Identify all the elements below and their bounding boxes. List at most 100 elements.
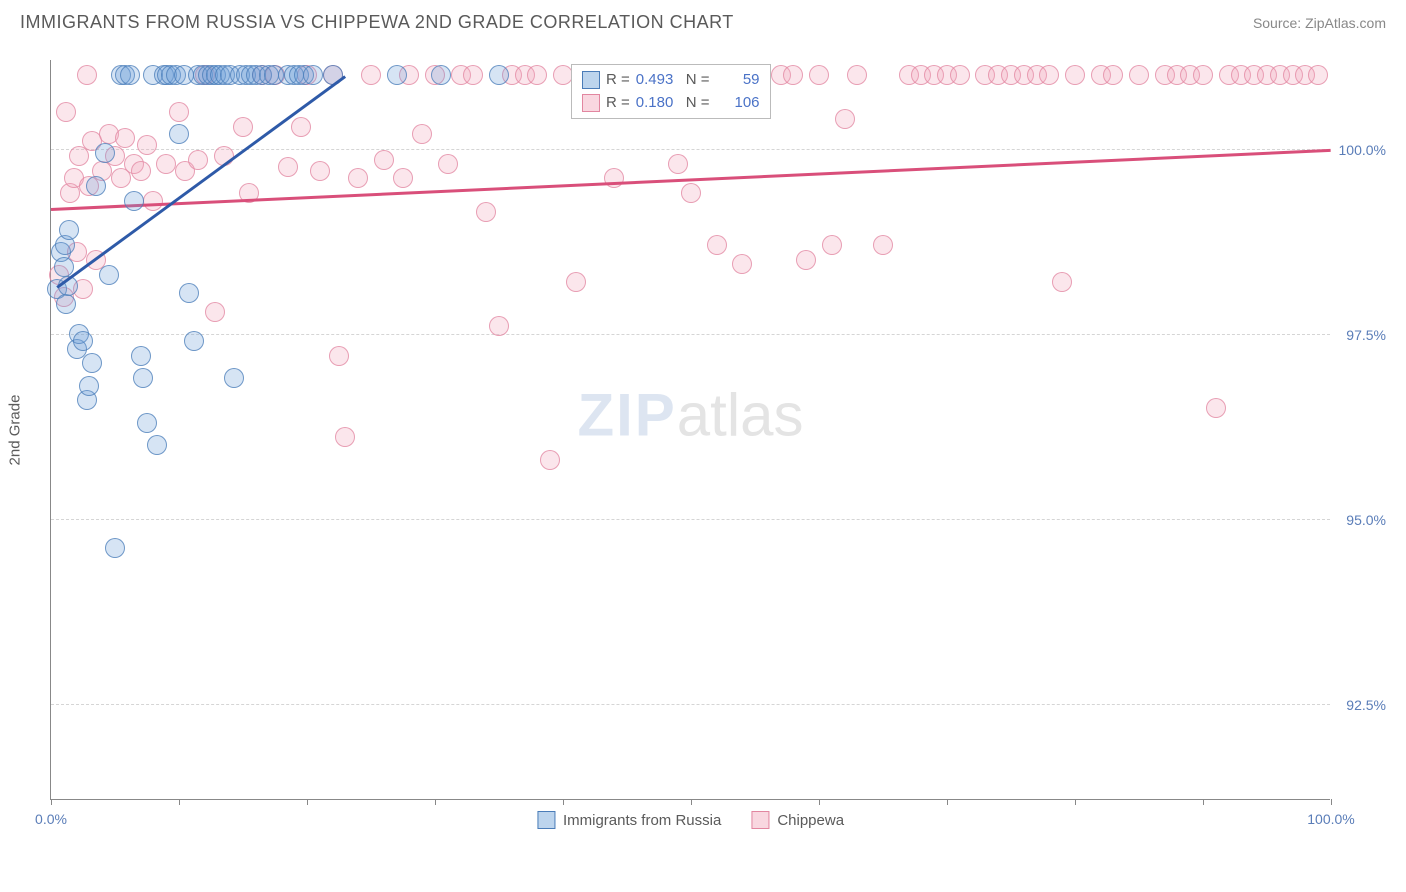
russia-point [137, 413, 157, 433]
gridline-h: 97.5% [51, 334, 1330, 335]
y-tick-label: 92.5% [1336, 697, 1386, 713]
russia-point [105, 538, 125, 558]
legend-item-russia: Immigrants from Russia [537, 811, 721, 829]
chippewa-point [348, 168, 368, 188]
series-legend: Immigrants from Russia Chippewa [537, 811, 844, 829]
russia-point [489, 65, 509, 85]
russia-point [99, 265, 119, 285]
russia-point [131, 346, 151, 366]
russia-point [179, 283, 199, 303]
russia-r-value: 0.493 [636, 69, 680, 92]
legend-row-chippewa: R = 0.180 N = 106 [582, 92, 760, 115]
chippewa-point [188, 150, 208, 170]
chippewa-point [1308, 65, 1328, 85]
x-tick [691, 799, 692, 805]
watermark-zip: ZIP [577, 381, 676, 448]
chippewa-point [412, 124, 432, 144]
russia-swatch-icon [582, 71, 600, 89]
chippewa-point [233, 117, 253, 137]
chippewa-point [335, 427, 355, 447]
chippewa-point [847, 65, 867, 85]
y-tick-label: 100.0% [1336, 142, 1386, 158]
x-tick-label: 100.0% [1307, 811, 1354, 827]
r-label: R = [606, 69, 630, 92]
chippewa-point [1039, 65, 1059, 85]
chart-container: 2nd Grade ZIPatlas R = 0.493 N = 59 R = … [50, 48, 1386, 818]
russia-point [124, 191, 144, 211]
chippewa-point [668, 154, 688, 174]
chippewa-point [463, 65, 483, 85]
russia-point [59, 220, 79, 240]
chippewa-point [796, 250, 816, 270]
russia-point [387, 65, 407, 85]
x-tick [1331, 799, 1332, 805]
chippewa-point [553, 65, 573, 85]
russia-point [86, 176, 106, 196]
chippewa-point [310, 161, 330, 181]
source-attribution: Source: ZipAtlas.com [1253, 15, 1386, 31]
chippewa-point [809, 65, 829, 85]
chippewa-point [361, 65, 381, 85]
russia-point [184, 331, 204, 351]
chippewa-point [205, 302, 225, 322]
x-tick [307, 799, 308, 805]
russia-point [147, 435, 167, 455]
chippewa-point [131, 161, 151, 181]
x-tick [563, 799, 564, 805]
russia-point [431, 65, 451, 85]
chippewa-point [822, 235, 842, 255]
r-label: R = [606, 92, 630, 115]
chippewa-swatch-icon [751, 811, 769, 829]
x-tick [1203, 799, 1204, 805]
chippewa-point [374, 150, 394, 170]
russia-series-label: Immigrants from Russia [563, 812, 721, 829]
plot-area: 2nd Grade ZIPatlas R = 0.493 N = 59 R = … [50, 60, 1330, 800]
chippewa-point [707, 235, 727, 255]
x-tick [947, 799, 948, 805]
chippewa-point [476, 202, 496, 222]
chippewa-point [393, 168, 413, 188]
chippewa-series-label: Chippewa [777, 812, 844, 829]
russia-point [133, 368, 153, 388]
russia-point [82, 353, 102, 373]
chippewa-point [527, 65, 547, 85]
russia-point [303, 65, 323, 85]
chippewa-point [77, 65, 97, 85]
chippewa-point [604, 168, 624, 188]
russia-point [73, 331, 93, 351]
chippewa-r-value: 0.180 [636, 92, 680, 115]
russia-n-value: 59 [716, 69, 760, 92]
chippewa-point [156, 154, 176, 174]
chippewa-point [732, 254, 752, 274]
chippewa-point [291, 117, 311, 137]
chart-title: IMMIGRANTS FROM RUSSIA VS CHIPPEWA 2ND G… [20, 12, 734, 33]
chippewa-point [143, 191, 163, 211]
chippewa-point [278, 157, 298, 177]
legend-row-russia: R = 0.493 N = 59 [582, 69, 760, 92]
chippewa-point [783, 65, 803, 85]
watermark-atlas: atlas [677, 381, 804, 448]
chippewa-point [169, 102, 189, 122]
x-tick [1075, 799, 1076, 805]
russia-point [169, 124, 189, 144]
chippewa-point [489, 316, 509, 336]
chippewa-point [1129, 65, 1149, 85]
chippewa-point [540, 450, 560, 470]
russia-point [95, 143, 115, 163]
x-tick [179, 799, 180, 805]
chippewa-point [438, 154, 458, 174]
watermark: ZIPatlas [577, 380, 803, 449]
chippewa-point [115, 128, 135, 148]
x-tick [819, 799, 820, 805]
chippewa-point [1193, 65, 1213, 85]
y-tick-label: 95.0% [1336, 512, 1386, 528]
chippewa-point [873, 235, 893, 255]
y-axis-label: 2nd Grade [7, 394, 24, 465]
chippewa-n-value: 106 [716, 92, 760, 115]
russia-point [224, 368, 244, 388]
x-tick-label: 0.0% [35, 811, 67, 827]
correlation-legend: R = 0.493 N = 59 R = 0.180 N = 106 [571, 64, 771, 119]
chippewa-point [835, 109, 855, 129]
y-tick-label: 97.5% [1336, 327, 1386, 343]
x-tick [51, 799, 52, 805]
